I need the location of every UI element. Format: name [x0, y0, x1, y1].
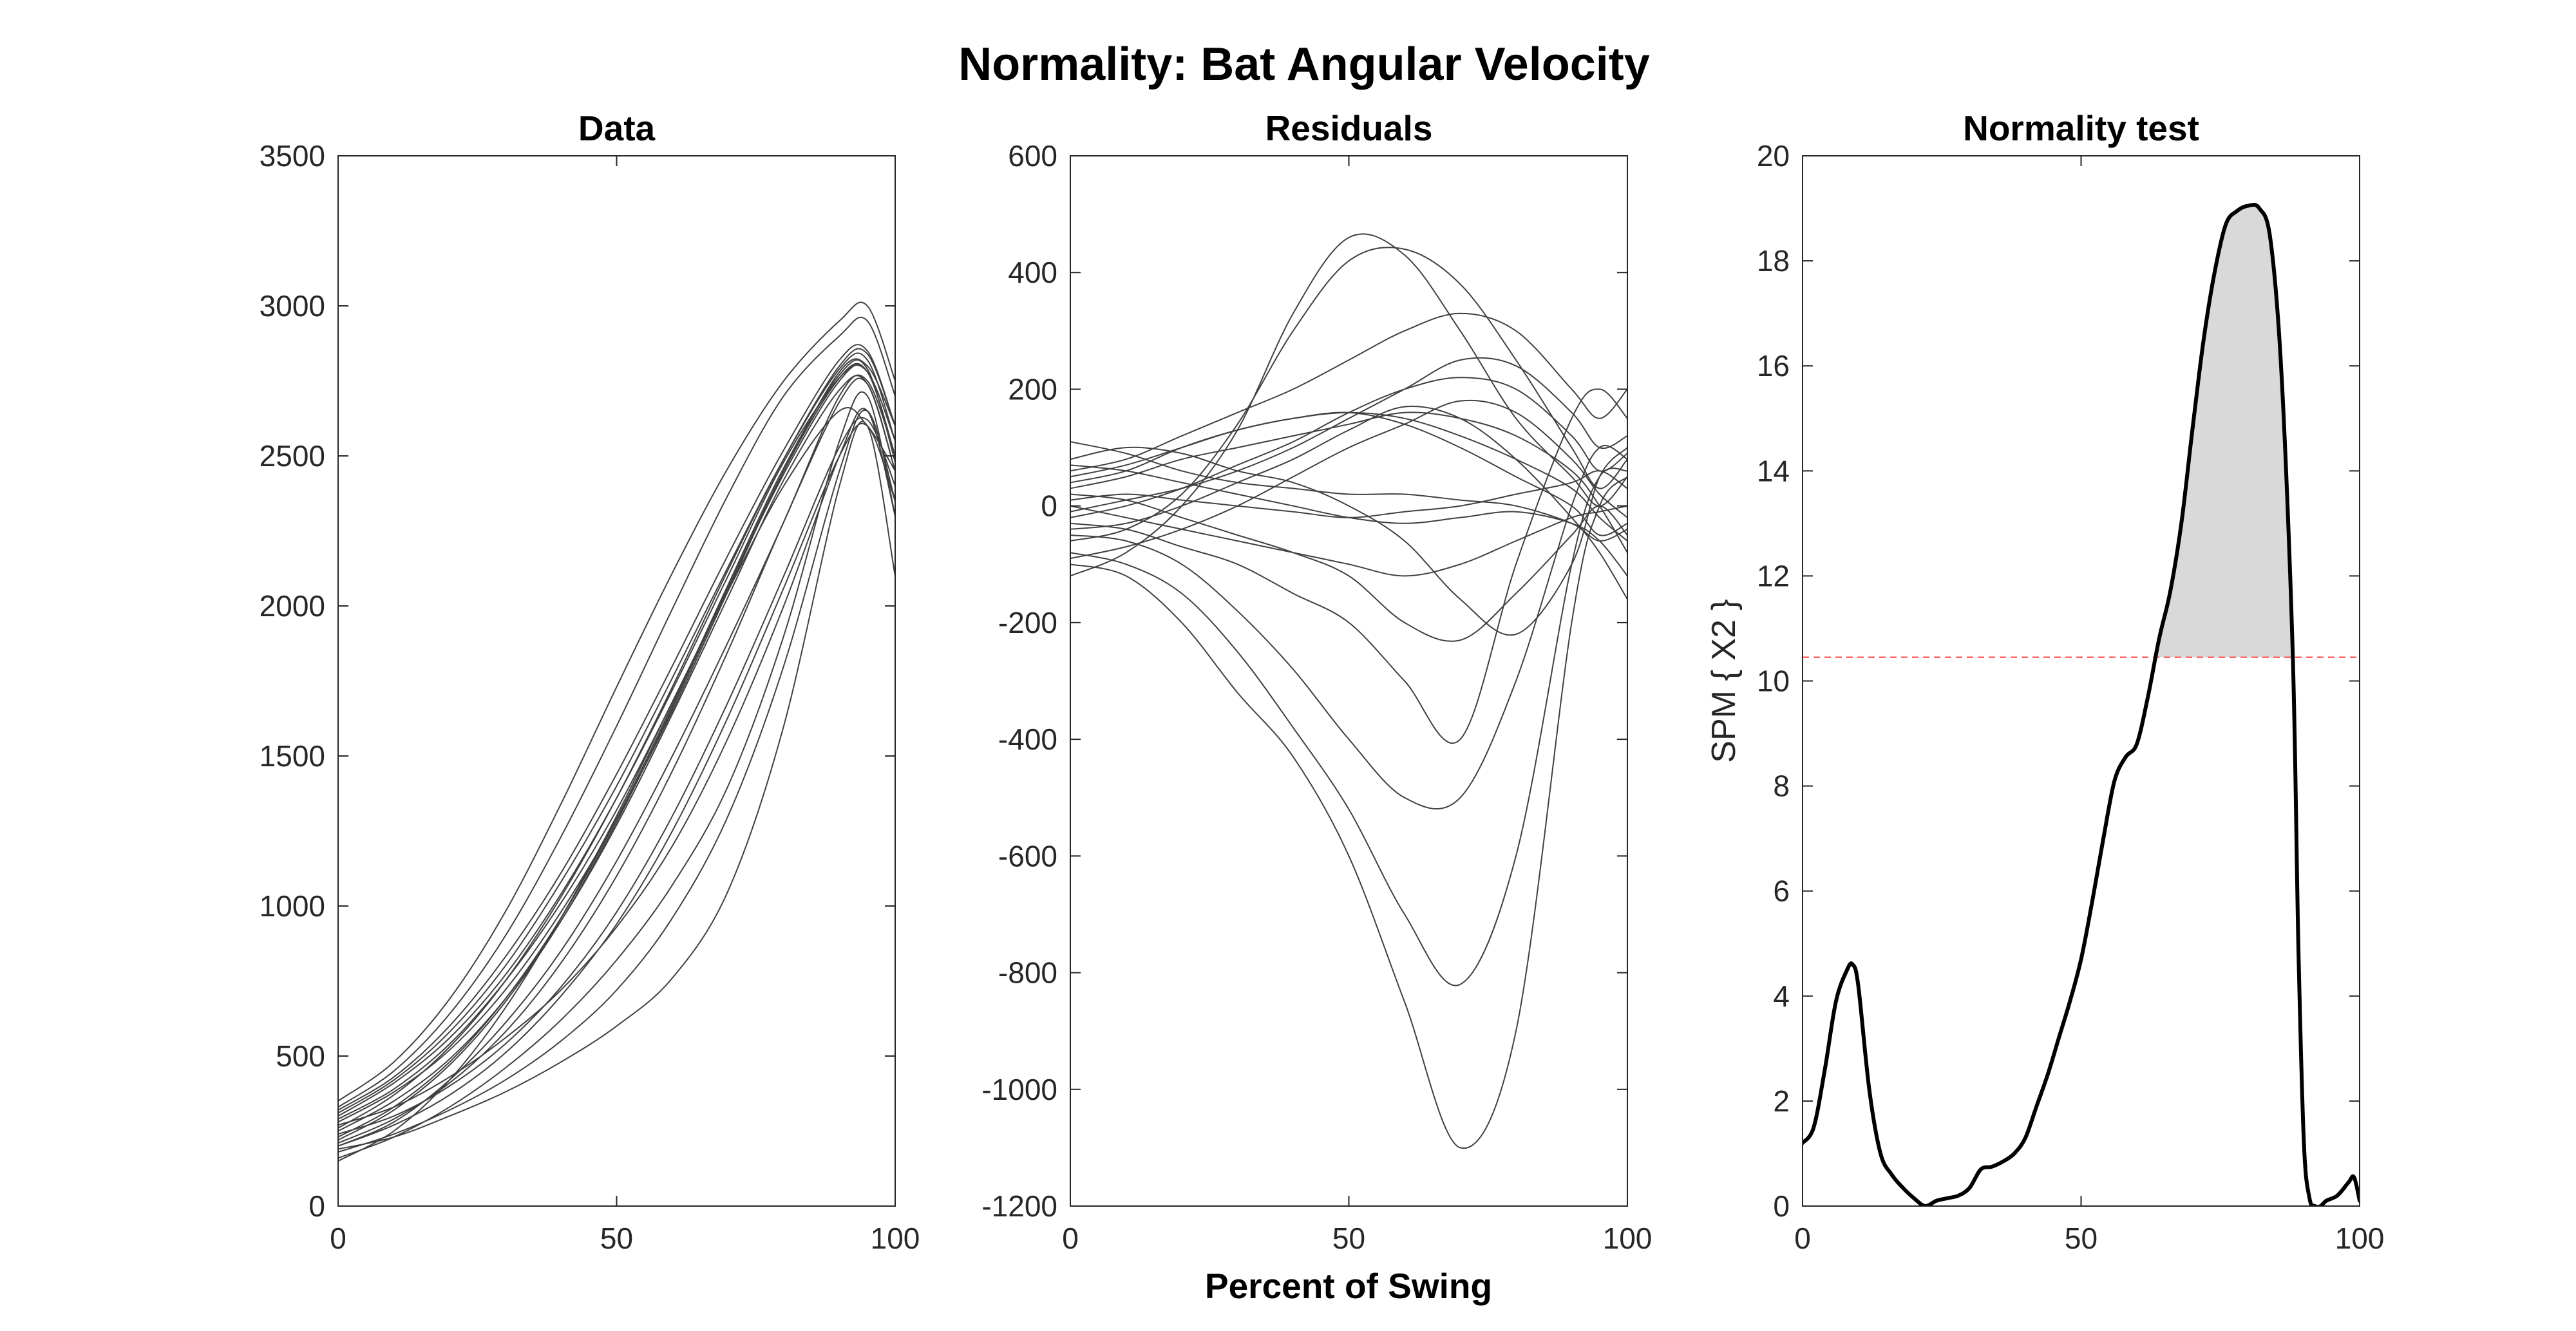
y-tick-label: 0 [1041, 489, 1057, 523]
y-tick-label: 14 [1757, 454, 1790, 487]
series-line-20 [338, 377, 895, 1144]
x-tick-label: 50 [600, 1222, 633, 1255]
series-line-14 [338, 352, 895, 1114]
series-line-3 [338, 391, 895, 1159]
spm-curve [1803, 202, 2360, 1206]
series-line-12 [338, 363, 895, 1141]
y-tick-label: 1500 [260, 739, 325, 773]
x-tick-label: 100 [871, 1222, 920, 1255]
y-tick-label: -200 [998, 606, 1057, 639]
series-line-15 [1070, 411, 1627, 554]
y-tick-label: 10 [1757, 665, 1790, 698]
panel-title: Normality test [1963, 108, 2199, 148]
series-line-9 [1070, 377, 1627, 518]
y-tick-label: -800 [998, 956, 1057, 990]
series-line-10 [338, 417, 895, 1135]
series-line-12 [1070, 357, 1627, 513]
y-tick-label: 0 [1773, 1189, 1790, 1223]
series-line-13 [338, 422, 895, 1147]
series-line-15 [338, 410, 895, 1153]
x-tick-label: 0 [1062, 1222, 1079, 1255]
shared-x-axis-label: Percent of Swing [1205, 1266, 1492, 1306]
series-line-6 [338, 364, 895, 1117]
y-tick-label: 600 [1008, 139, 1057, 173]
y-tick-label: 400 [1008, 256, 1057, 289]
y-tick-label: 8 [1773, 769, 1790, 803]
y-tick-label: -600 [998, 839, 1057, 873]
series-line-7 [338, 316, 895, 1108]
y-tick-label: 12 [1757, 559, 1790, 592]
series-line-4 [338, 420, 895, 1150]
series-line-14 [1070, 505, 1627, 577]
series-line-3 [1070, 476, 1627, 1149]
y-tick-label: 200 [1008, 372, 1057, 406]
y-tick-label: 18 [1757, 244, 1790, 278]
x-tick-label: 0 [330, 1222, 346, 1255]
series-line-17 [1070, 464, 1627, 577]
plot-area [1803, 202, 2360, 1206]
y-tick-label: -1000 [981, 1073, 1057, 1106]
y-tick-label: 20 [1757, 139, 1790, 173]
plot-area [338, 301, 895, 1162]
y-tick-label: 2500 [260, 439, 325, 473]
x-tick-label: 0 [1794, 1222, 1811, 1255]
y-tick-label: 3000 [260, 289, 325, 323]
panel-title: Data [578, 108, 656, 148]
suprathreshold-cluster [2155, 204, 2294, 676]
series-line-19 [338, 344, 895, 1111]
y-tick-label: 4 [1773, 979, 1790, 1013]
series-line-8 [338, 375, 895, 1132]
series-line-2 [1070, 247, 1627, 542]
y-tick-label: -1200 [981, 1189, 1057, 1223]
y-tick-label: 500 [276, 1039, 325, 1073]
y-tick-label: 16 [1757, 349, 1790, 382]
x-tick-label: 100 [1603, 1222, 1653, 1255]
series-line-4 [1070, 467, 1627, 986]
series-line-17 [338, 364, 895, 1120]
y-tick-label: 0 [308, 1189, 325, 1223]
series-line-16 [338, 348, 895, 1129]
residuals-panel: 0 50 100 -1200 -1000 -800 -600 -400 -200 0 200 400 6… [981, 108, 1652, 1255]
panel-title: Residuals [1265, 108, 1433, 148]
series-line-18 [1070, 399, 1627, 560]
y-tick-label: 2000 [260, 589, 325, 623]
series-line-16 [1070, 406, 1627, 600]
series-line-11 [1070, 312, 1627, 472]
series-line-10 [1070, 493, 1627, 642]
series-line-11 [338, 301, 895, 1102]
series-line-19 [1070, 411, 1627, 542]
plot-area [1070, 233, 1627, 1149]
y-tick-label: 3500 [260, 139, 325, 173]
series-line-18 [338, 359, 895, 1138]
x-tick-label: 50 [2065, 1222, 2098, 1255]
y-tick-label: 6 [1773, 874, 1790, 908]
y-axis-label: SPM { X2 } [1705, 599, 1743, 762]
y-tick-label: -400 [998, 722, 1057, 756]
series-line-9 [338, 408, 895, 1126]
series-line-20 [1070, 470, 1627, 518]
figure-title: Normality: Bat Angular Velocity [958, 39, 1650, 90]
series-line-2 [338, 374, 895, 1147]
x-tick-label: 100 [2335, 1222, 2385, 1255]
y-tick-label: 2 [1773, 1084, 1790, 1118]
y-tick-label: 1000 [260, 889, 325, 923]
x-tick-label: 50 [1332, 1222, 1365, 1255]
normality-test-panel: 0 50 100 0 2 4 6 8 10 12 14 16 18 20 Normality test SPM… [1705, 108, 2384, 1255]
series-line-8 [1070, 446, 1627, 636]
